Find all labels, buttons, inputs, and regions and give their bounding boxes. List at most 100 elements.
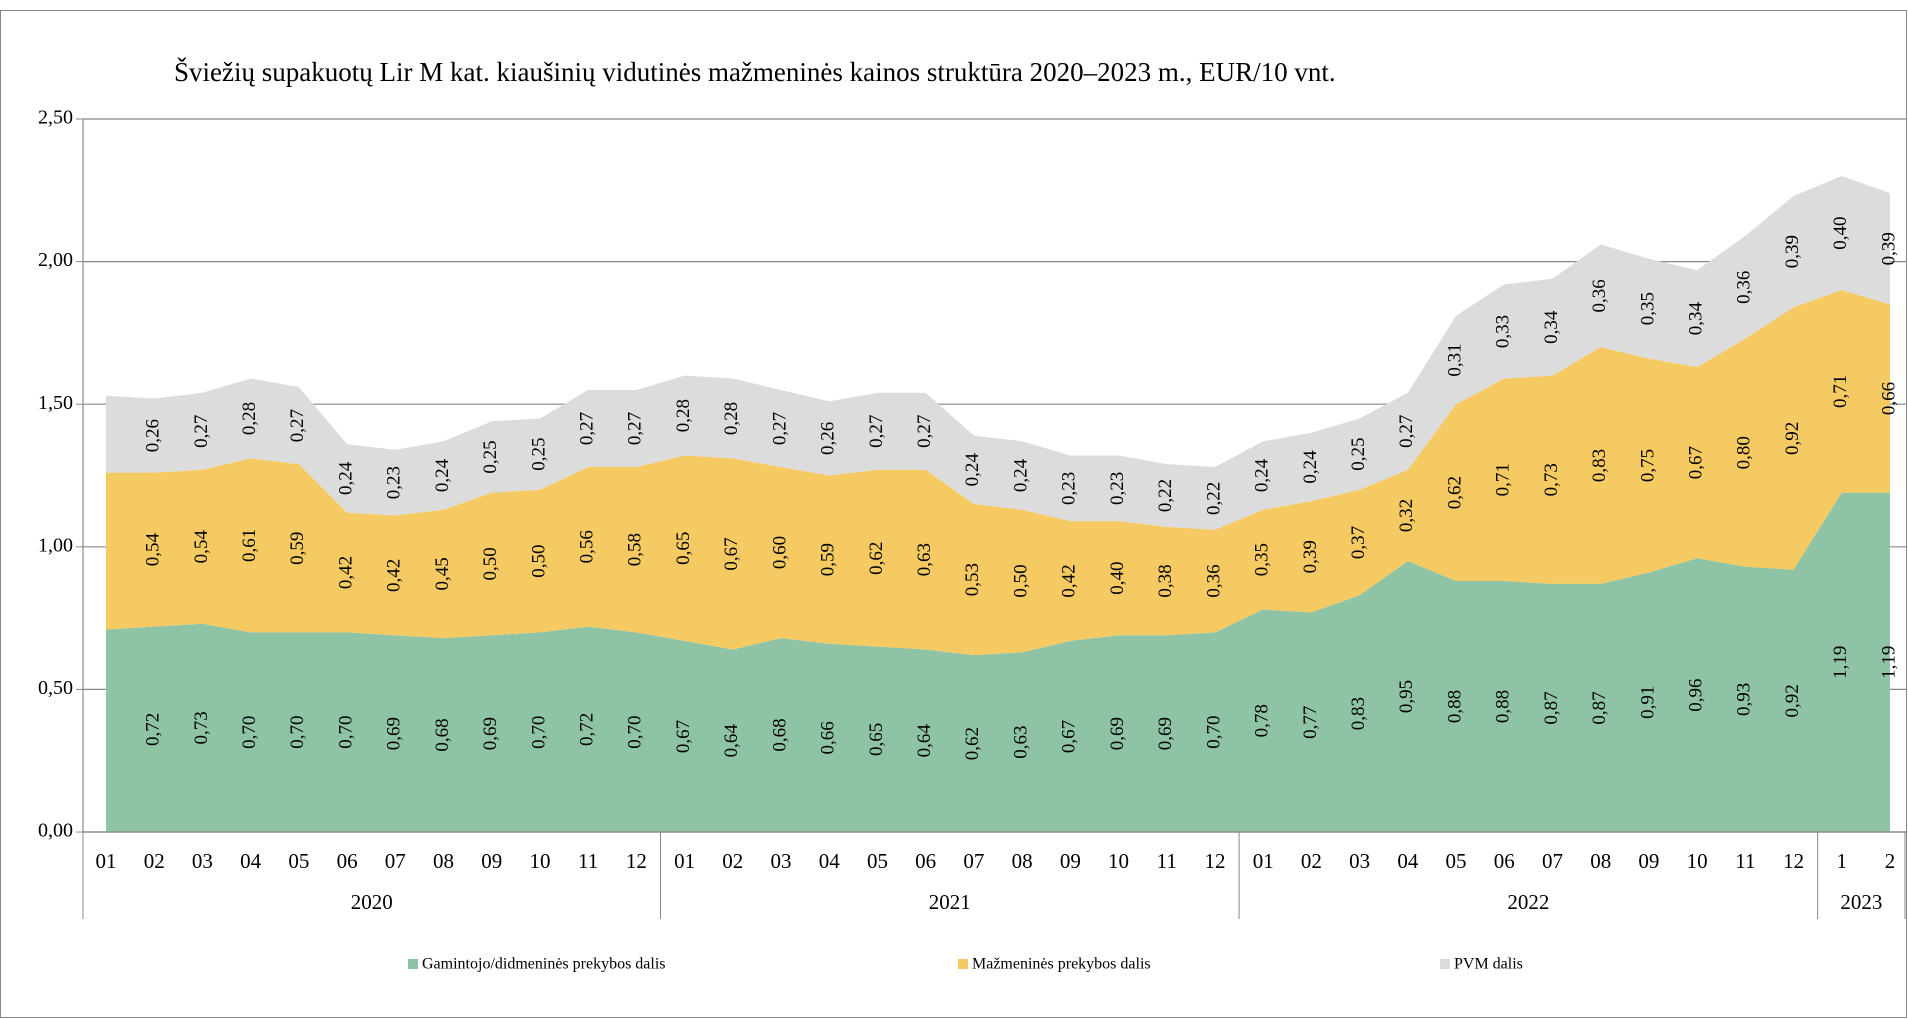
x-tick-label: 01 bbox=[96, 849, 117, 873]
data-label: 0,24 bbox=[335, 461, 356, 495]
group-label: 2020 bbox=[351, 890, 393, 914]
x-tick-label: 02 bbox=[722, 849, 743, 873]
x-tick-label: 03 bbox=[192, 849, 213, 873]
data-label: 0,27 bbox=[191, 415, 212, 448]
data-label: 0,50 bbox=[480, 547, 501, 580]
data-label: 0,40 bbox=[1107, 562, 1128, 595]
x-tick-label: 09 bbox=[1060, 849, 1081, 873]
data-label: 0,83 bbox=[1348, 697, 1369, 730]
legend-label: Mažmeninės prekybos dalis bbox=[972, 956, 1151, 973]
data-label: 0,42 bbox=[1059, 564, 1080, 597]
data-label: 0,37 bbox=[1348, 526, 1369, 559]
data-label: 0,38 bbox=[1155, 564, 1176, 597]
y-tick-label: 1,00 bbox=[38, 534, 73, 556]
legend-label: PVM dalis bbox=[1454, 956, 1523, 973]
data-label: 0,72 bbox=[143, 713, 164, 746]
data-label: 0,56 bbox=[577, 530, 598, 563]
x-tick-label: 10 bbox=[529, 849, 550, 873]
data-label: 0,67 bbox=[1059, 720, 1080, 753]
data-label: 0,50 bbox=[1010, 564, 1031, 597]
group-label: 2022 bbox=[1507, 890, 1549, 914]
x-tick-label: 06 bbox=[915, 849, 936, 873]
data-label: 0,23 bbox=[384, 466, 405, 499]
x-tick-label: 01 bbox=[674, 849, 695, 873]
data-label: 0,80 bbox=[1734, 436, 1755, 469]
data-label: 0,87 bbox=[1541, 691, 1562, 724]
x-tick-label: 10 bbox=[1687, 849, 1708, 873]
data-label: 0,25 bbox=[480, 440, 501, 473]
data-label: 0,27 bbox=[769, 412, 790, 445]
area bbox=[106, 290, 1890, 656]
data-label: 0,60 bbox=[769, 536, 790, 569]
x-tick-label: 03 bbox=[1349, 849, 1370, 873]
data-label: 0,24 bbox=[1252, 458, 1273, 492]
x-tick-label: 2 bbox=[1885, 849, 1896, 873]
x-tick-label: 1 bbox=[1837, 849, 1848, 873]
y-tick-label: 1,50 bbox=[38, 392, 73, 414]
data-label: 0,27 bbox=[287, 409, 308, 442]
data-label: 0,64 bbox=[914, 724, 935, 758]
data-label: 0,87 bbox=[1589, 691, 1610, 724]
data-label: 0,31 bbox=[1444, 343, 1465, 376]
data-label: 0,23 bbox=[1059, 472, 1080, 505]
data-label: 0,63 bbox=[914, 543, 935, 576]
data-label: 0,65 bbox=[673, 532, 694, 565]
data-label: 0,34 bbox=[1685, 302, 1706, 336]
legend-label: Gamintojo/didmeninės prekybos dalis bbox=[422, 956, 666, 973]
data-label: 0,66 bbox=[818, 721, 839, 754]
data-label: 0,35 bbox=[1637, 292, 1658, 325]
x-tick-label: 12 bbox=[1783, 849, 1804, 873]
data-label: 0,32 bbox=[1396, 499, 1417, 532]
data-label: 0,70 bbox=[625, 716, 646, 749]
y-tick-label: 2,50 bbox=[38, 107, 73, 129]
group-label: 2023 bbox=[1840, 890, 1882, 914]
data-label: 0,39 bbox=[1300, 540, 1321, 573]
data-label: 0,34 bbox=[1541, 310, 1562, 344]
data-label: 0,70 bbox=[528, 716, 549, 749]
x-tick-label: 08 bbox=[433, 849, 454, 873]
data-label: 0,62 bbox=[1444, 476, 1465, 509]
x-tick-label: 07 bbox=[385, 849, 406, 873]
x-tick-label: 11 bbox=[1157, 849, 1177, 873]
data-label: 0,54 bbox=[143, 533, 164, 567]
x-tick-label: 06 bbox=[337, 849, 358, 873]
x-tick-label: 05 bbox=[1446, 849, 1467, 873]
legend-swatch bbox=[408, 959, 418, 969]
data-label: 0,96 bbox=[1685, 678, 1706, 711]
data-label: 0,27 bbox=[1396, 415, 1417, 448]
data-label: 0,73 bbox=[191, 711, 212, 744]
x-tick-label: 02 bbox=[1301, 849, 1322, 873]
data-label: 0,54 bbox=[191, 530, 212, 564]
data-label: 0,39 bbox=[1878, 232, 1899, 265]
data-label: 0,66 bbox=[1878, 382, 1899, 415]
data-label: 0,67 bbox=[721, 537, 742, 570]
data-label: 0,24 bbox=[962, 453, 983, 487]
data-label: 0,27 bbox=[866, 415, 887, 448]
x-tick-label: 07 bbox=[963, 849, 984, 873]
x-tick-label: 12 bbox=[626, 849, 647, 873]
data-label: 0,36 bbox=[1203, 564, 1224, 597]
data-label: 0,27 bbox=[914, 415, 935, 448]
data-label: 0,68 bbox=[432, 718, 453, 751]
x-tick-label: 01 bbox=[1253, 849, 1274, 873]
data-label: 0,53 bbox=[962, 563, 983, 596]
data-label: 0,27 bbox=[625, 412, 646, 445]
data-label: 0,92 bbox=[1782, 684, 1803, 717]
x-tick-label: 07 bbox=[1542, 849, 1563, 873]
y-tick-label: 0,50 bbox=[38, 677, 73, 699]
data-label: 0,39 bbox=[1782, 235, 1803, 268]
data-label: 0,70 bbox=[239, 716, 260, 749]
data-label: 0,91 bbox=[1637, 686, 1658, 719]
data-label: 0,42 bbox=[335, 556, 356, 589]
group-label: 2021 bbox=[929, 890, 971, 914]
data-label: 0,26 bbox=[143, 419, 164, 452]
x-tick-label: 11 bbox=[1735, 849, 1755, 873]
y-tick-label: 2,00 bbox=[38, 249, 73, 271]
data-label: 0,69 bbox=[480, 717, 501, 750]
data-label: 0,28 bbox=[721, 402, 742, 435]
data-label: 0,72 bbox=[577, 713, 598, 746]
data-label: 1,19 bbox=[1878, 646, 1899, 679]
data-label: 0,78 bbox=[1252, 704, 1273, 737]
data-label: 0,36 bbox=[1589, 279, 1610, 312]
